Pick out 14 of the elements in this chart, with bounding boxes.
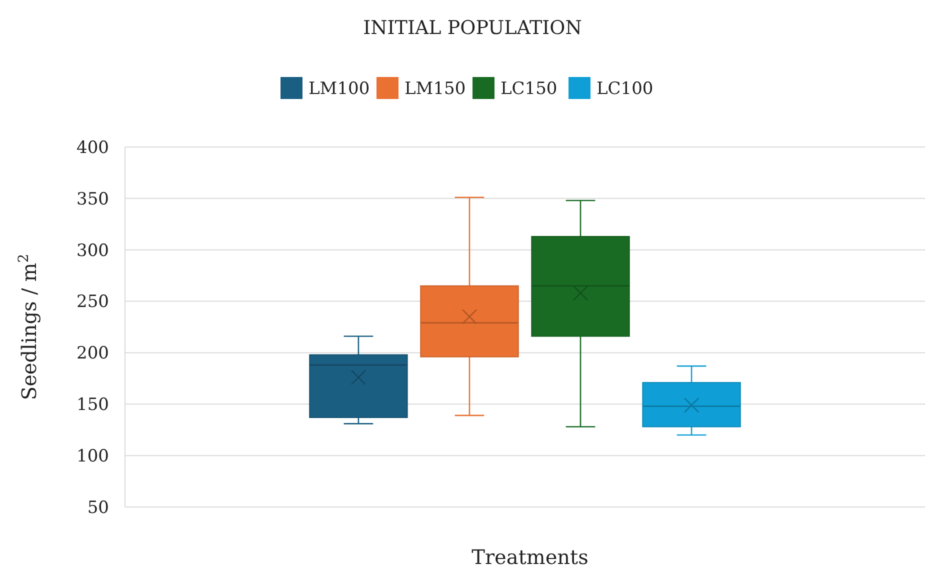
- legend-label: LM100: [308, 78, 370, 99]
- legend-label: LC100: [596, 78, 654, 99]
- y-tick-label: 250: [76, 292, 109, 312]
- legend-label: LM150: [404, 78, 466, 99]
- y-tick-label: 200: [76, 344, 109, 364]
- y-tick-label: 50: [87, 498, 109, 518]
- y-tick-label: 350: [76, 189, 109, 210]
- y-tick-label: 100: [76, 446, 109, 467]
- legend-label: LC150: [500, 78, 558, 99]
- x-axis-title: Treatments: [472, 545, 588, 569]
- chart-title: INITIAL POPULATION: [363, 17, 582, 39]
- y-tick-label: 300: [76, 240, 109, 261]
- y-tick-label: 150: [76, 395, 109, 416]
- y-tick-label: 400: [76, 138, 109, 158]
